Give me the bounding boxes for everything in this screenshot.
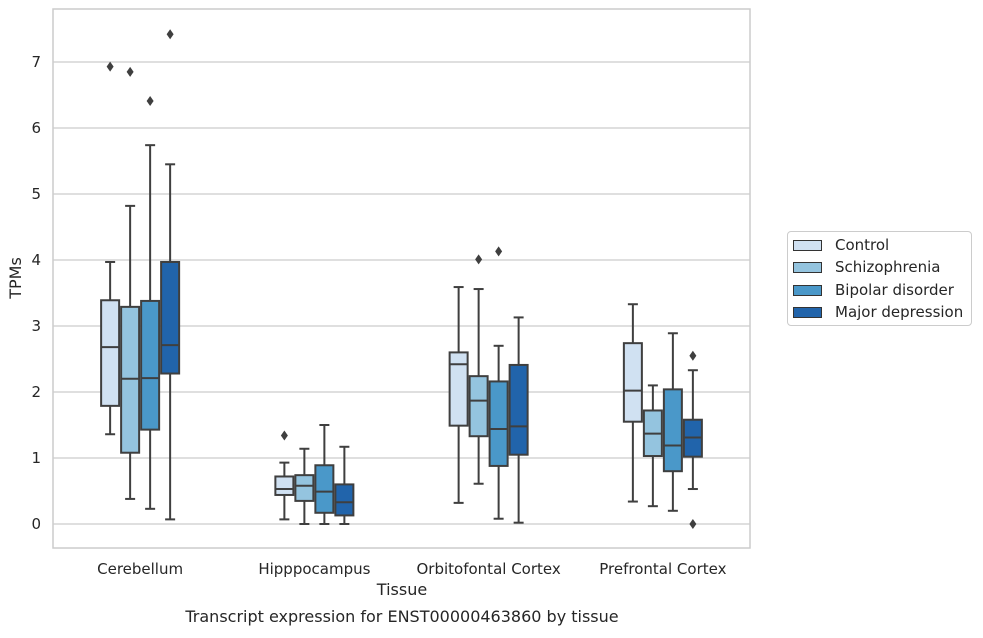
x-tick-label: Prefrontal Cortex (599, 560, 726, 578)
outlier-point (495, 246, 503, 257)
box-control (274, 430, 295, 521)
box-control (622, 303, 643, 503)
box-bipolar-disorder (662, 332, 683, 512)
box-bipolar-disorder (140, 95, 161, 510)
y-tick-label: 5 (31, 185, 41, 203)
outlier-point (475, 254, 483, 265)
x-axis-label: Tissue (376, 580, 427, 599)
box-body (140, 299, 161, 431)
box-major-depression (160, 29, 181, 521)
x-tick-label: Cerebellum (97, 560, 183, 578)
box-major-depression (682, 350, 703, 529)
box-body (468, 375, 489, 438)
legend-label-schizophrenia: Schizophrenia (835, 258, 941, 276)
box-body (508, 363, 529, 456)
legend-swatch-control (793, 239, 822, 251)
plot-frame (52, 8, 751, 549)
legend-label-bipolar-disorder: Bipolar disorder (835, 281, 954, 299)
box-body (160, 260, 181, 375)
box-body (662, 388, 683, 473)
y-axis-label: TPMs (6, 257, 25, 300)
legend-swatch-bipolar-disorder (793, 284, 822, 296)
legend-swatch-schizophrenia (793, 261, 822, 273)
box-body (448, 351, 469, 427)
outlier-point (146, 95, 154, 106)
legend-swatch-major-depression (793, 306, 822, 318)
chart-title: Transcript expression for ENST0000046386… (184, 607, 618, 626)
y-tick-label: 1 (31, 449, 41, 467)
y-tick-label: 7 (31, 53, 41, 71)
box-major-depression (508, 316, 529, 524)
outlier-point (166, 29, 174, 40)
box-schizophrenia (468, 254, 489, 485)
boxes (100, 29, 703, 529)
box-schizophrenia (294, 447, 315, 525)
outlier-point (106, 61, 114, 72)
box-bipolar-disorder (488, 246, 509, 520)
outlier-point (280, 430, 288, 441)
box-schizophrenia (120, 66, 141, 500)
legend-label-control: Control (835, 236, 890, 254)
legend-item-bipolar-disorder: Bipolar disorder (793, 279, 954, 301)
y-tick-label: 4 (31, 251, 41, 269)
legend: Control Schizophrenia Bipolar disorder M… (787, 231, 972, 326)
outlier-point (689, 350, 697, 361)
legend-item-schizophrenia: Schizophrenia (793, 256, 940, 278)
box-body (622, 342, 643, 423)
box-body (334, 483, 355, 517)
outlier-point (689, 519, 697, 529)
box-body (274, 475, 295, 496)
y-tick-labels: 0 1 2 3 4 5 6 7 (31, 53, 41, 533)
y-tick-label: 3 (31, 317, 41, 335)
box-major-depression (334, 445, 355, 525)
box-control (100, 61, 121, 436)
legend-label-major-depression: Major depression (835, 303, 964, 321)
box-body (294, 474, 315, 502)
x-tick-label: Orbitofontal Cortex (417, 560, 561, 578)
box-body (100, 299, 121, 407)
y-tick-label: 6 (31, 119, 41, 137)
y-tick-label: 2 (31, 383, 41, 401)
x-tick-labels: Cerebellum Hipppocampus Orbitofontal Corte… (97, 560, 726, 578)
outlier-point (126, 66, 134, 77)
legend-item-major-depression: Major depression (793, 301, 963, 323)
box-body (488, 380, 509, 467)
box-bipolar-disorder (314, 424, 335, 525)
legend-item-control: Control (793, 234, 889, 256)
box-body (314, 464, 335, 514)
y-tick-label: 0 (31, 515, 41, 533)
box-schizophrenia (642, 384, 663, 508)
box-control (448, 286, 469, 504)
x-tick-label: Hipppocampus (258, 560, 370, 578)
